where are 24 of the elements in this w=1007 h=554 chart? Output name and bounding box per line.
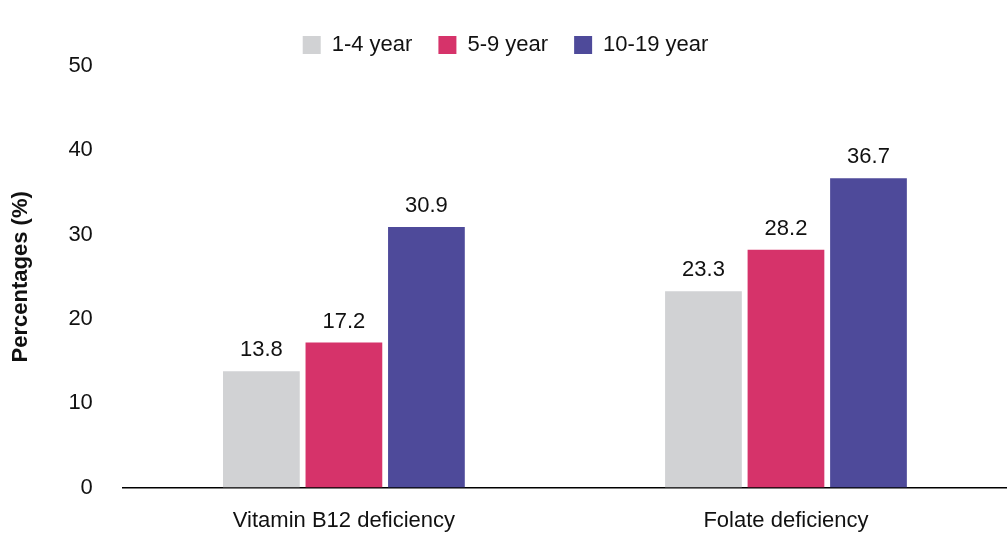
legend-label: 10-19 year [603, 31, 709, 57]
legend-label: 5-9 year [467, 31, 549, 57]
y-tick-label: 0 [80, 473, 93, 499]
data-label: 30.9 [405, 192, 448, 218]
data-label: 36.7 [847, 143, 890, 169]
data-label: 23.3 [682, 256, 725, 282]
bar [223, 371, 300, 488]
y-tick-label: 40 [68, 136, 93, 162]
y-axis-title: Percentages (%) [7, 191, 33, 363]
y-tick-label: 10 [68, 389, 93, 415]
bar [665, 291, 742, 488]
data-label: 28.2 [764, 214, 808, 240]
legend-label: 1-4 year [331, 31, 413, 57]
data-label: 17.2 [322, 307, 366, 333]
y-tick-label: 50 [68, 52, 93, 78]
y-tick-label: 20 [68, 305, 93, 331]
x-tick-label: Vitamin B12 deficiency [232, 506, 455, 532]
data-label: 13.8 [239, 336, 283, 362]
bar [830, 178, 907, 488]
bar [388, 227, 465, 488]
x-tick-label: Folate deficiency [703, 506, 869, 532]
bar [747, 249, 825, 488]
y-tick-label: 30 [68, 220, 93, 246]
bar [305, 342, 383, 488]
